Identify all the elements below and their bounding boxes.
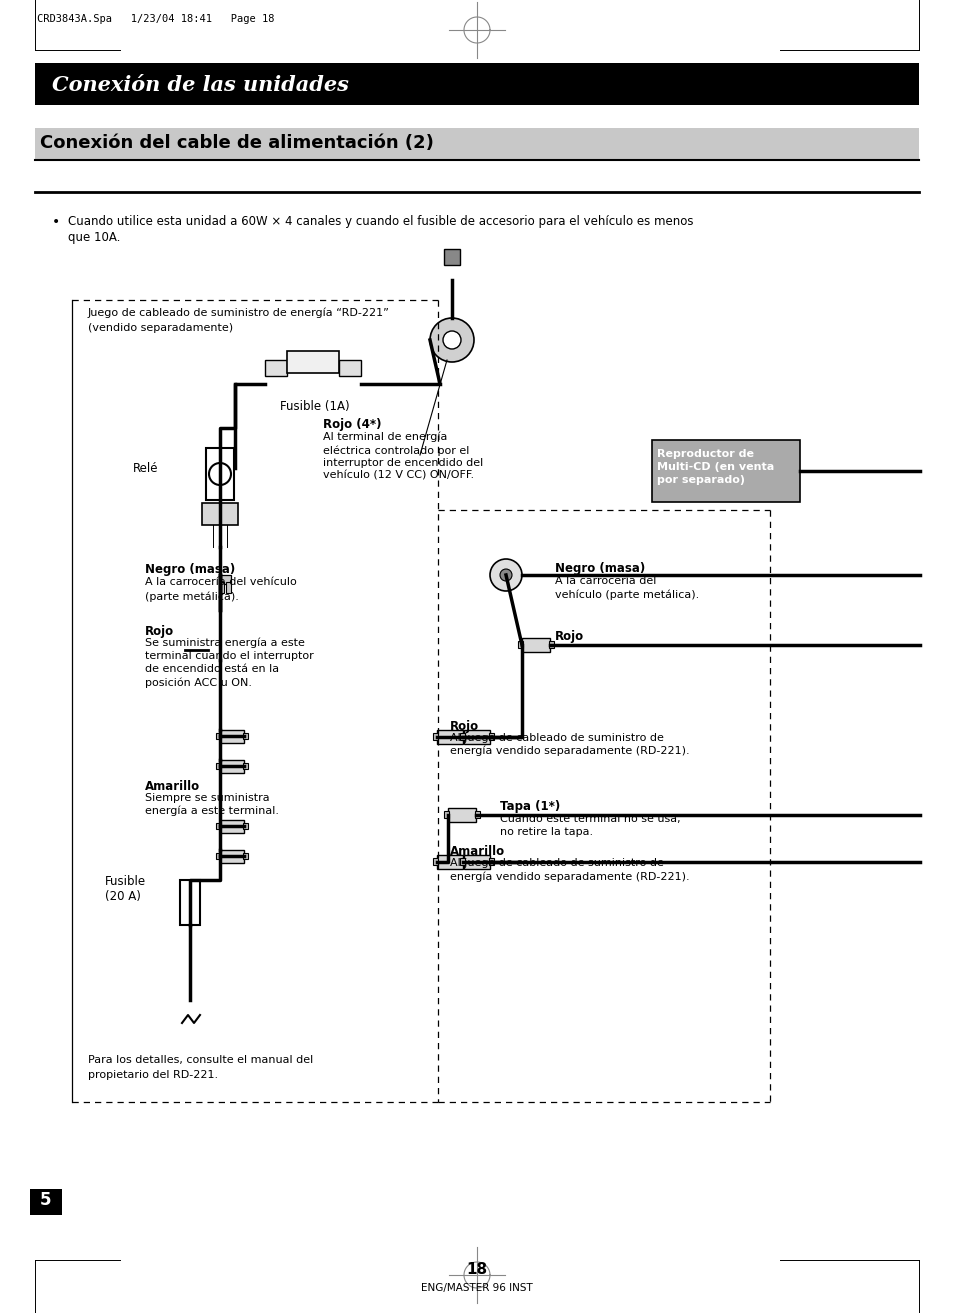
Circle shape <box>490 559 521 591</box>
Bar <box>548 641 554 647</box>
Bar <box>433 733 437 739</box>
Bar <box>443 811 449 818</box>
Text: de encendido está en la: de encendido está en la <box>145 664 279 674</box>
Text: propietario del RD-221.: propietario del RD-221. <box>88 1070 218 1081</box>
Text: Negro (masa): Negro (masa) <box>555 562 644 575</box>
Bar <box>463 855 490 869</box>
Text: Negro (masa): Negro (masa) <box>145 563 235 576</box>
Bar <box>448 807 476 822</box>
Text: A la carrocería del vehículo: A la carrocería del vehículo <box>145 576 296 587</box>
Bar <box>218 575 231 584</box>
Text: Siempre se suministra: Siempre se suministra <box>145 793 270 804</box>
Bar <box>489 733 494 739</box>
Bar <box>215 852 221 859</box>
Bar <box>338 360 360 376</box>
Text: Conexión de las unidades: Conexión de las unidades <box>52 75 349 95</box>
Text: vehículo (parte metálica).: vehículo (parte metálica). <box>555 590 699 600</box>
Circle shape <box>442 331 460 349</box>
Bar <box>459 857 464 865</box>
Text: energía vendido separadamente (RD-221).: energía vendido separadamente (RD-221). <box>450 746 689 756</box>
Bar <box>35 63 918 105</box>
Text: Reproductor de: Reproductor de <box>657 449 753 460</box>
Text: Amarillo: Amarillo <box>450 846 504 857</box>
Bar <box>220 821 244 832</box>
Text: (vendido separadamente): (vendido separadamente) <box>88 323 233 334</box>
Text: interruptor de encendido del: interruptor de encendido del <box>323 458 483 467</box>
Bar <box>220 760 244 773</box>
Bar <box>489 857 494 865</box>
Bar <box>517 641 522 647</box>
Bar <box>243 733 248 739</box>
Bar <box>206 448 233 500</box>
Bar <box>202 503 237 525</box>
Bar <box>461 857 467 865</box>
Text: Cuando utilice esta unidad a 60W × 4 canales y cuando el fusible de accesorio pa: Cuando utilice esta unidad a 60W × 4 can… <box>68 215 693 228</box>
Bar <box>220 850 244 863</box>
Circle shape <box>209 463 231 484</box>
Text: Relé: Relé <box>132 462 158 475</box>
Bar <box>443 249 459 265</box>
Text: energía a este terminal.: energía a este terminal. <box>145 806 278 817</box>
Text: •: • <box>52 215 60 228</box>
Text: Conexión del cable de alimentación (2): Conexión del cable de alimentación (2) <box>40 134 434 152</box>
Text: Rojo: Rojo <box>555 630 583 643</box>
Bar <box>436 730 462 744</box>
Text: Juego de cableado de suministro de energía “RD-221”: Juego de cableado de suministro de energ… <box>88 309 390 319</box>
Text: eléctrica controlado por el: eléctrica controlado por el <box>323 445 469 456</box>
Bar <box>243 852 248 859</box>
Text: Al terminal de energía: Al terminal de energía <box>323 432 447 442</box>
Text: 18: 18 <box>466 1263 487 1278</box>
Text: Se suministra energía a este: Se suministra energía a este <box>145 638 305 649</box>
Bar <box>287 351 338 373</box>
Text: CRD3843A.Spa   1/23/04 18:41   Page 18: CRD3843A.Spa 1/23/04 18:41 Page 18 <box>37 14 274 24</box>
Text: Tapa (1*): Tapa (1*) <box>499 800 559 813</box>
Text: posición ACC u ON.: posición ACC u ON. <box>145 678 252 688</box>
Text: vehículo (12 V CC) ON/OFF.: vehículo (12 V CC) ON/OFF. <box>323 471 474 481</box>
Bar <box>226 582 231 593</box>
Text: Cuando este terminal no se usa,: Cuando este terminal no se usa, <box>499 814 679 825</box>
Text: Para los detalles, consulte el manual del: Para los detalles, consulte el manual de… <box>88 1056 313 1065</box>
Circle shape <box>430 318 474 362</box>
Text: no retire la tapa.: no retire la tapa. <box>499 827 593 836</box>
Text: (parte metálica).: (parte metálica). <box>145 591 238 601</box>
Bar <box>215 733 221 739</box>
Bar <box>243 763 248 769</box>
Bar <box>433 857 437 865</box>
Text: Amarillo: Amarillo <box>145 780 200 793</box>
Text: terminal cuando el interruptor: terminal cuando el interruptor <box>145 651 314 660</box>
Bar <box>180 880 200 924</box>
Bar <box>459 733 464 739</box>
Text: energía vendido separadamente (RD-221).: energía vendido separadamente (RD-221). <box>450 871 689 881</box>
Bar <box>461 733 467 739</box>
Text: Al juego de cableado de suministro de: Al juego de cableado de suministro de <box>450 733 663 743</box>
Text: Fusible (1A): Fusible (1A) <box>280 400 349 414</box>
Bar <box>35 127 918 160</box>
Bar <box>243 823 248 829</box>
Text: Rojo: Rojo <box>450 720 478 733</box>
Text: Rojo: Rojo <box>145 625 174 638</box>
Bar <box>521 638 550 653</box>
Bar <box>30 1190 62 1215</box>
Text: Multi-CD (en venta: Multi-CD (en venta <box>657 462 774 471</box>
Bar <box>215 823 221 829</box>
Text: Al juego de cableado de suministro de: Al juego de cableado de suministro de <box>450 857 663 868</box>
Bar <box>218 582 224 593</box>
Text: 5: 5 <box>40 1191 51 1209</box>
Circle shape <box>499 569 512 580</box>
Text: ENG/MASTER 96 INST: ENG/MASTER 96 INST <box>420 1283 533 1293</box>
Text: (20 A): (20 A) <box>105 890 141 903</box>
Bar <box>265 360 287 376</box>
Bar <box>463 730 490 744</box>
Text: Fusible: Fusible <box>105 874 146 888</box>
Text: Rojo (4*): Rojo (4*) <box>323 418 381 431</box>
Text: por separado): por separado) <box>657 475 744 484</box>
Bar <box>436 855 462 869</box>
Bar <box>475 811 479 818</box>
Text: que 10A.: que 10A. <box>68 231 120 244</box>
Bar <box>651 440 800 502</box>
Bar <box>215 763 221 769</box>
Bar <box>220 730 244 743</box>
Text: A la carrocería del: A la carrocería del <box>555 576 656 586</box>
